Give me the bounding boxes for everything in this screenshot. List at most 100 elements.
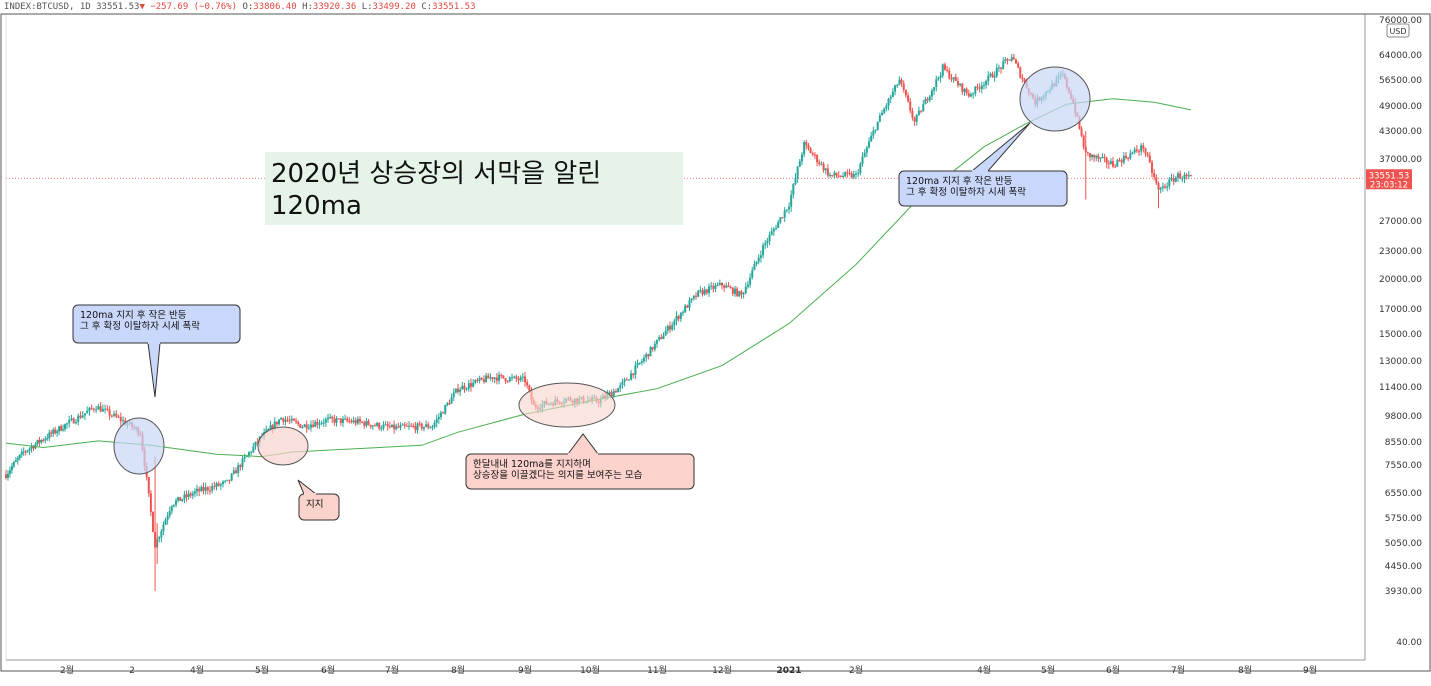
candle-body [164, 519, 167, 525]
x-tick-label: 2월 [60, 664, 74, 676]
candle-body [839, 176, 842, 178]
note-1-text: 그 후 확정 이탈하자 시세 폭락 [80, 320, 200, 332]
note-4-text: 120ma 지지 후 작은 반등 [906, 176, 1013, 187]
candle-body [110, 415, 113, 417]
candle-body [222, 481, 224, 484]
candle-body [634, 365, 637, 375]
candle-body [239, 465, 242, 468]
candle-body [630, 373, 633, 380]
candle-body [265, 429, 268, 433]
candle-body [746, 284, 749, 287]
candle-body [950, 78, 953, 80]
candle-body [708, 286, 710, 293]
candle-body [766, 241, 769, 244]
candle-body [219, 483, 222, 486]
y-tick-label: 17000.00 [1379, 305, 1422, 315]
candle-body [656, 339, 658, 344]
candle-body [305, 424, 308, 429]
candle-body [117, 416, 120, 418]
candle-body [1183, 174, 1186, 179]
candle-body [736, 288, 739, 297]
candle-body [275, 421, 278, 425]
candle-body [267, 428, 270, 430]
candle-body [1088, 153, 1091, 158]
note-4: 120ma 지지 후 작은 반등그 후 확정 이탈하자 시세 폭락 [898, 122, 1068, 207]
candle-body [269, 425, 272, 429]
candle-body [485, 375, 488, 383]
candle-body [62, 429, 65, 431]
note-1: 120ma 지지 후 작은 반등그 후 확정 이탈하자 시세 폭락 [72, 304, 241, 398]
candle-body [961, 83, 964, 92]
candle-body [1004, 59, 1007, 62]
candle-body [79, 415, 82, 418]
candle-body [386, 424, 389, 427]
candle-body [933, 86, 936, 91]
candle-body [427, 424, 430, 428]
candle-body [196, 488, 198, 492]
candle-body [425, 424, 428, 427]
candle-body [909, 101, 912, 111]
circle-marker-4 [1019, 66, 1091, 132]
candle-body [457, 388, 459, 392]
y-tick-label: 7550.00 [1385, 461, 1422, 471]
candle-body [1144, 148, 1147, 154]
candle-body [627, 379, 630, 381]
candle-body [160, 531, 163, 538]
candle-body [1023, 79, 1026, 82]
candle-body [863, 152, 866, 157]
candle-body [779, 217, 782, 222]
candle-body [744, 286, 747, 294]
candle-body [1010, 57, 1013, 61]
candle-body [495, 377, 498, 381]
candle-body [946, 69, 949, 71]
candle-body [733, 288, 736, 294]
candle-body [46, 438, 49, 440]
candle-body [684, 305, 687, 313]
candle-body [935, 79, 938, 87]
candle-body [924, 98, 927, 105]
candle-body [900, 79, 903, 84]
candle-body [515, 376, 518, 379]
candle-body [718, 282, 721, 285]
candle-body [228, 479, 231, 481]
candle-body [1122, 155, 1125, 163]
candle-body [408, 425, 411, 427]
candle-body [1120, 160, 1123, 163]
candle-body [405, 425, 408, 427]
candle-body [346, 418, 349, 421]
candle-body [367, 420, 370, 425]
candle-body [915, 114, 918, 122]
headline-line: 2020년 상승장의 서막을 알린 [271, 159, 601, 189]
candle-body [478, 377, 481, 381]
candle-body [88, 407, 91, 411]
candle-body [271, 425, 274, 430]
candle-body [56, 431, 59, 434]
candle-body [303, 424, 306, 427]
candle-body [399, 425, 402, 428]
candle-body [852, 173, 855, 178]
candle-body [1097, 155, 1100, 159]
candle-body [976, 86, 979, 88]
candle-body [1101, 157, 1104, 159]
candle-body [280, 418, 283, 420]
candle-body [1105, 157, 1108, 164]
candle-body [1181, 178, 1184, 180]
candle-body [18, 454, 21, 459]
x-tick-label: 5월 [255, 664, 269, 676]
last-price-label: 33551.53 [96, 2, 140, 12]
candle-body [1080, 128, 1083, 136]
candle-body [1086, 151, 1089, 154]
candle-body [1172, 178, 1175, 182]
candle-body [1002, 61, 1005, 69]
candle-body [307, 427, 310, 429]
candle-body [669, 325, 671, 330]
candle-body [339, 418, 342, 423]
candle-body [504, 378, 507, 382]
candle-body [162, 524, 165, 532]
candle-body [60, 426, 63, 431]
candle-body [872, 130, 875, 136]
candle-body [959, 83, 962, 86]
candle-body [344, 418, 347, 420]
